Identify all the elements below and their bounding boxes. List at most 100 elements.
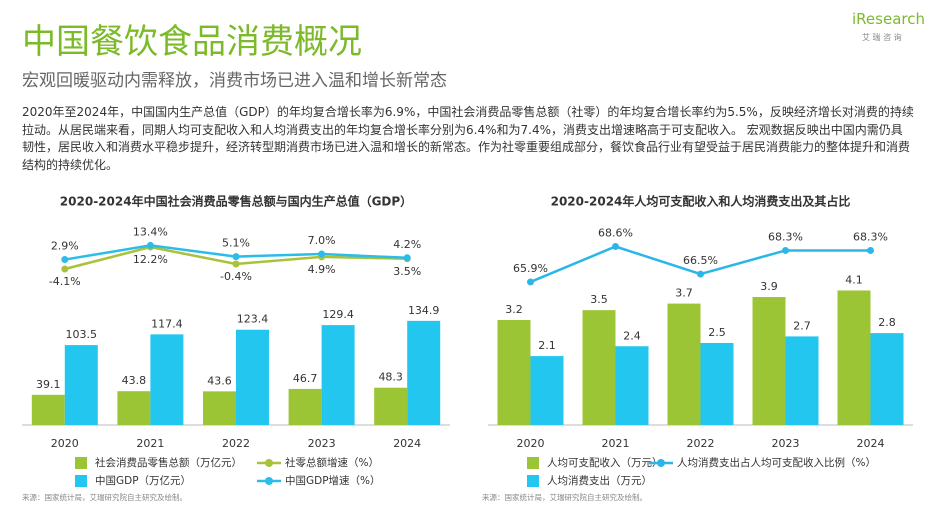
body-text: 2020年至2024年，中国国内生产总值（GDP）的年均复合增长率为6.9%，中… — [22, 105, 914, 172]
source: 来源：国家统计局，艾瑞研究院自主研究及绘制。 — [22, 492, 187, 502]
data-label: 2.1 — [538, 339, 556, 352]
data-label: 129.4 — [322, 308, 354, 321]
data-label: 48.3 — [378, 371, 403, 384]
x-tick-label: 2021 — [136, 437, 164, 450]
bar — [150, 334, 184, 425]
data-label: 46.7 — [293, 372, 318, 385]
data-label: 68.6% — [598, 227, 633, 240]
bar — [117, 391, 151, 425]
data-label: 2.9% — [51, 240, 79, 253]
data-label: -0.4% — [220, 270, 252, 283]
line-point — [61, 256, 69, 264]
legend-label: 中国GDP（万亿元） — [95, 474, 191, 487]
data-label: 4.1 — [845, 273, 863, 286]
bar — [64, 345, 98, 425]
legend-swatch — [527, 457, 539, 469]
bar — [236, 329, 269, 425]
data-label: 65.9% — [513, 262, 548, 275]
data-label: 3.2 — [505, 303, 523, 316]
legend-swatch — [527, 475, 539, 487]
x-tick-label: 2022 — [687, 437, 715, 450]
data-label: 2.5 — [708, 326, 726, 339]
bar — [321, 325, 355, 425]
bar — [752, 297, 786, 425]
chart: 2020-2024年人均可支配收入和人均消费支出及其占比 2020 2021 2022… — [482, 194, 913, 502]
data-label: 43.6 — [207, 374, 232, 387]
x-tick-label: 2023 — [772, 437, 800, 450]
line-point — [232, 260, 240, 268]
line-point — [697, 270, 704, 278]
line-point — [612, 243, 619, 250]
logo: iResearch — [852, 10, 925, 28]
bar — [203, 391, 236, 425]
line-point — [318, 250, 326, 258]
data-label: 3.5 — [590, 293, 608, 306]
bar — [785, 336, 819, 425]
data-label: 3.9 — [760, 280, 778, 293]
data-label: -4.1% — [49, 275, 81, 288]
data-label: 68.3% — [768, 230, 803, 243]
legend-label: 人均可支配收入（万元） — [547, 456, 663, 469]
x-tick-label: 2020 — [51, 437, 79, 450]
legend-swatch — [657, 459, 665, 467]
line-point — [232, 253, 240, 261]
data-label: 13.4% — [133, 225, 168, 238]
data-label: 43.8 — [122, 374, 147, 387]
data-label: 12.2% — [133, 253, 168, 266]
data-label: 4.9% — [308, 263, 336, 276]
data-label: 5.1% — [222, 237, 250, 250]
page-subtitle: 宏观回暖驱动内需释放，消费市场已进入温和增长新常态 — [22, 71, 447, 91]
legend-swatch — [75, 475, 87, 487]
chart-title: 2020-2024年中国社会消费品零售总额与国内生产总值（GDP） — [60, 194, 412, 209]
x-tick-label: 2021 — [602, 437, 630, 450]
x-tick-label: 2024 — [393, 437, 421, 450]
legend-swatch — [265, 477, 273, 485]
data-label: 3.5% — [393, 265, 421, 278]
x-tick-label: 2023 — [308, 437, 336, 450]
legend-label: 人均消费支出（万元） — [547, 474, 652, 487]
data-label: 39.1 — [36, 378, 61, 391]
line-point — [146, 241, 154, 249]
data-label: 7.0% — [308, 234, 336, 247]
bar — [870, 333, 904, 425]
chart: 2020-2024年中国社会消费品零售总额与国内生产总值（GDP） 2020 202… — [22, 194, 450, 502]
page-title: 中国餐饮食品消费概况 — [22, 22, 362, 62]
chart-title: 2020-2024年人均可支配收入和人均消费支出及其占比 — [551, 194, 851, 209]
bar — [530, 356, 564, 425]
data-label: 68.3% — [853, 230, 888, 243]
data-label: 117.4 — [151, 317, 183, 330]
line-point — [403, 254, 411, 262]
legend-swatch — [75, 457, 87, 469]
data-label: 2.4 — [623, 329, 641, 342]
bar — [407, 320, 441, 425]
legend-label: 中国GDP增速（%） — [285, 474, 381, 487]
bar — [582, 310, 616, 425]
logo-sub: 艾 瑞 咨 询 — [862, 33, 902, 42]
data-label: 3.7 — [675, 287, 693, 300]
bar — [837, 290, 871, 425]
data-label: 2.7 — [793, 319, 811, 332]
legend-swatch — [265, 459, 273, 467]
data-label: 103.5 — [66, 328, 98, 341]
data-label: 4.2% — [393, 238, 421, 251]
legend-label: 人均消费支出占人均可支配收入比例（%） — [677, 456, 876, 469]
line-point — [527, 278, 534, 286]
bar — [700, 342, 734, 425]
source: 来源：国家统计局，艾瑞研究院自主研究及绘制。 — [482, 492, 647, 502]
legend-label: 社零总额增速（%） — [285, 456, 379, 469]
data-label: 134.9 — [408, 304, 440, 317]
x-tick-label: 2024 — [857, 437, 885, 450]
bar — [31, 394, 65, 425]
data-label: 66.5% — [683, 254, 718, 267]
bar — [288, 388, 322, 425]
x-tick-label: 2022 — [222, 437, 250, 450]
legend-label: 社会消费品零售总额（万亿元） — [95, 456, 242, 469]
x-tick-label: 2020 — [517, 437, 545, 450]
bar — [374, 387, 408, 425]
line-point — [867, 246, 874, 254]
bar — [615, 346, 649, 425]
bar — [497, 320, 531, 425]
line-point — [61, 265, 69, 273]
data-label: 123.4 — [237, 313, 269, 326]
